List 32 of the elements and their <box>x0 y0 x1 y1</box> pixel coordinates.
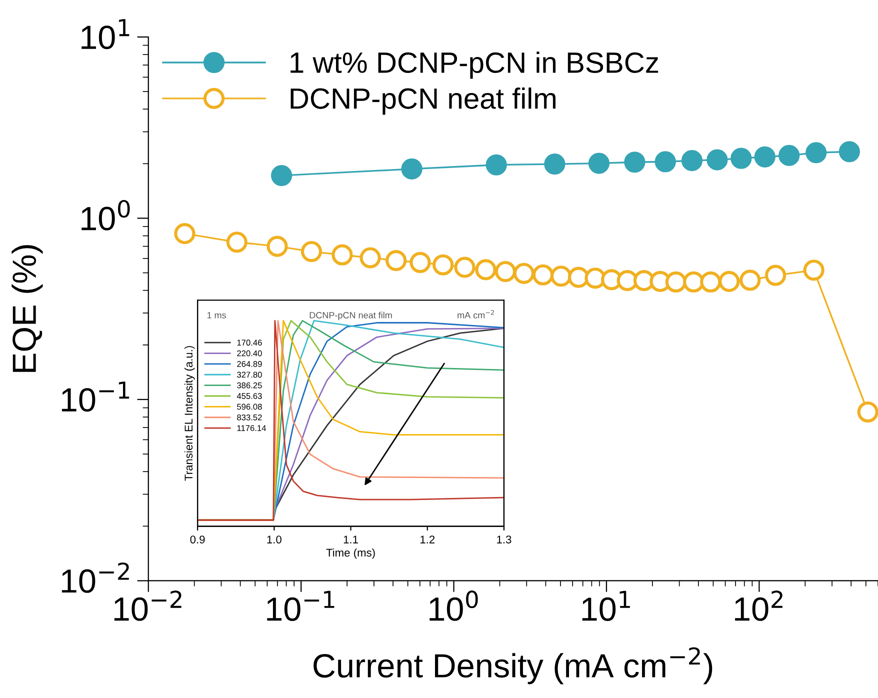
legend-label: 596.08 <box>237 404 262 410</box>
x-tick-label: 1.3 <box>497 536 512 544</box>
y-axis-title: EQE (%) <box>12 245 43 372</box>
chart-title: DCNP-pCN neat film <box>310 312 392 320</box>
annotation: 1 ms <box>207 312 226 318</box>
legend-label: 170.46 <box>237 340 262 346</box>
x-tick-label: 1.2 <box>420 536 435 544</box>
x-tick-label: 10$^{−2}$ <box>114 590 182 621</box>
x-tick-label: 10$^{2}$ <box>735 590 782 621</box>
legend-label: 1 wt% DCNP-pCN in BSBCz <box>290 52 658 79</box>
legend-label: 220.40 <box>237 350 262 356</box>
x-tick-label: 10$^{1}$ <box>582 590 630 621</box>
legend-label: 1176.14 <box>237 425 266 432</box>
legend-label: DCNP-pCN neat film <box>290 88 556 115</box>
y-tick-label: 10$^{−1}$ <box>62 382 130 412</box>
y-tick-label: 10$^{−2}$ <box>62 562 129 593</box>
legend-label: 386.25 <box>237 382 262 388</box>
annotation: mA cm$^{−2}$ <box>458 310 494 318</box>
x-tick-label: 10$^{−1}$ <box>267 590 334 621</box>
x-axis-title: Current Density (mA cm$^{−2}$) <box>314 647 712 684</box>
x-axis-title: Time (ms) <box>326 548 375 559</box>
legend-label: 264.89 <box>237 361 262 367</box>
y-tick-label: 10$^{1}$ <box>82 19 130 50</box>
x-tick-label: 0.9 <box>190 536 205 544</box>
legend-label: 833.52 <box>237 414 262 420</box>
y-tick-label: 10$^{0}$ <box>82 200 130 230</box>
legend-label: 327.80 <box>237 372 262 378</box>
x-tick-label: 10$^{0}$ <box>430 590 478 621</box>
x-tick-label: 1.0 <box>267 536 282 544</box>
y-axis-title: Transient EL Intensity (a.u.) <box>184 346 195 481</box>
x-tick-label: 1.1 <box>344 536 358 544</box>
legend-label: 455.63 <box>236 393 262 399</box>
